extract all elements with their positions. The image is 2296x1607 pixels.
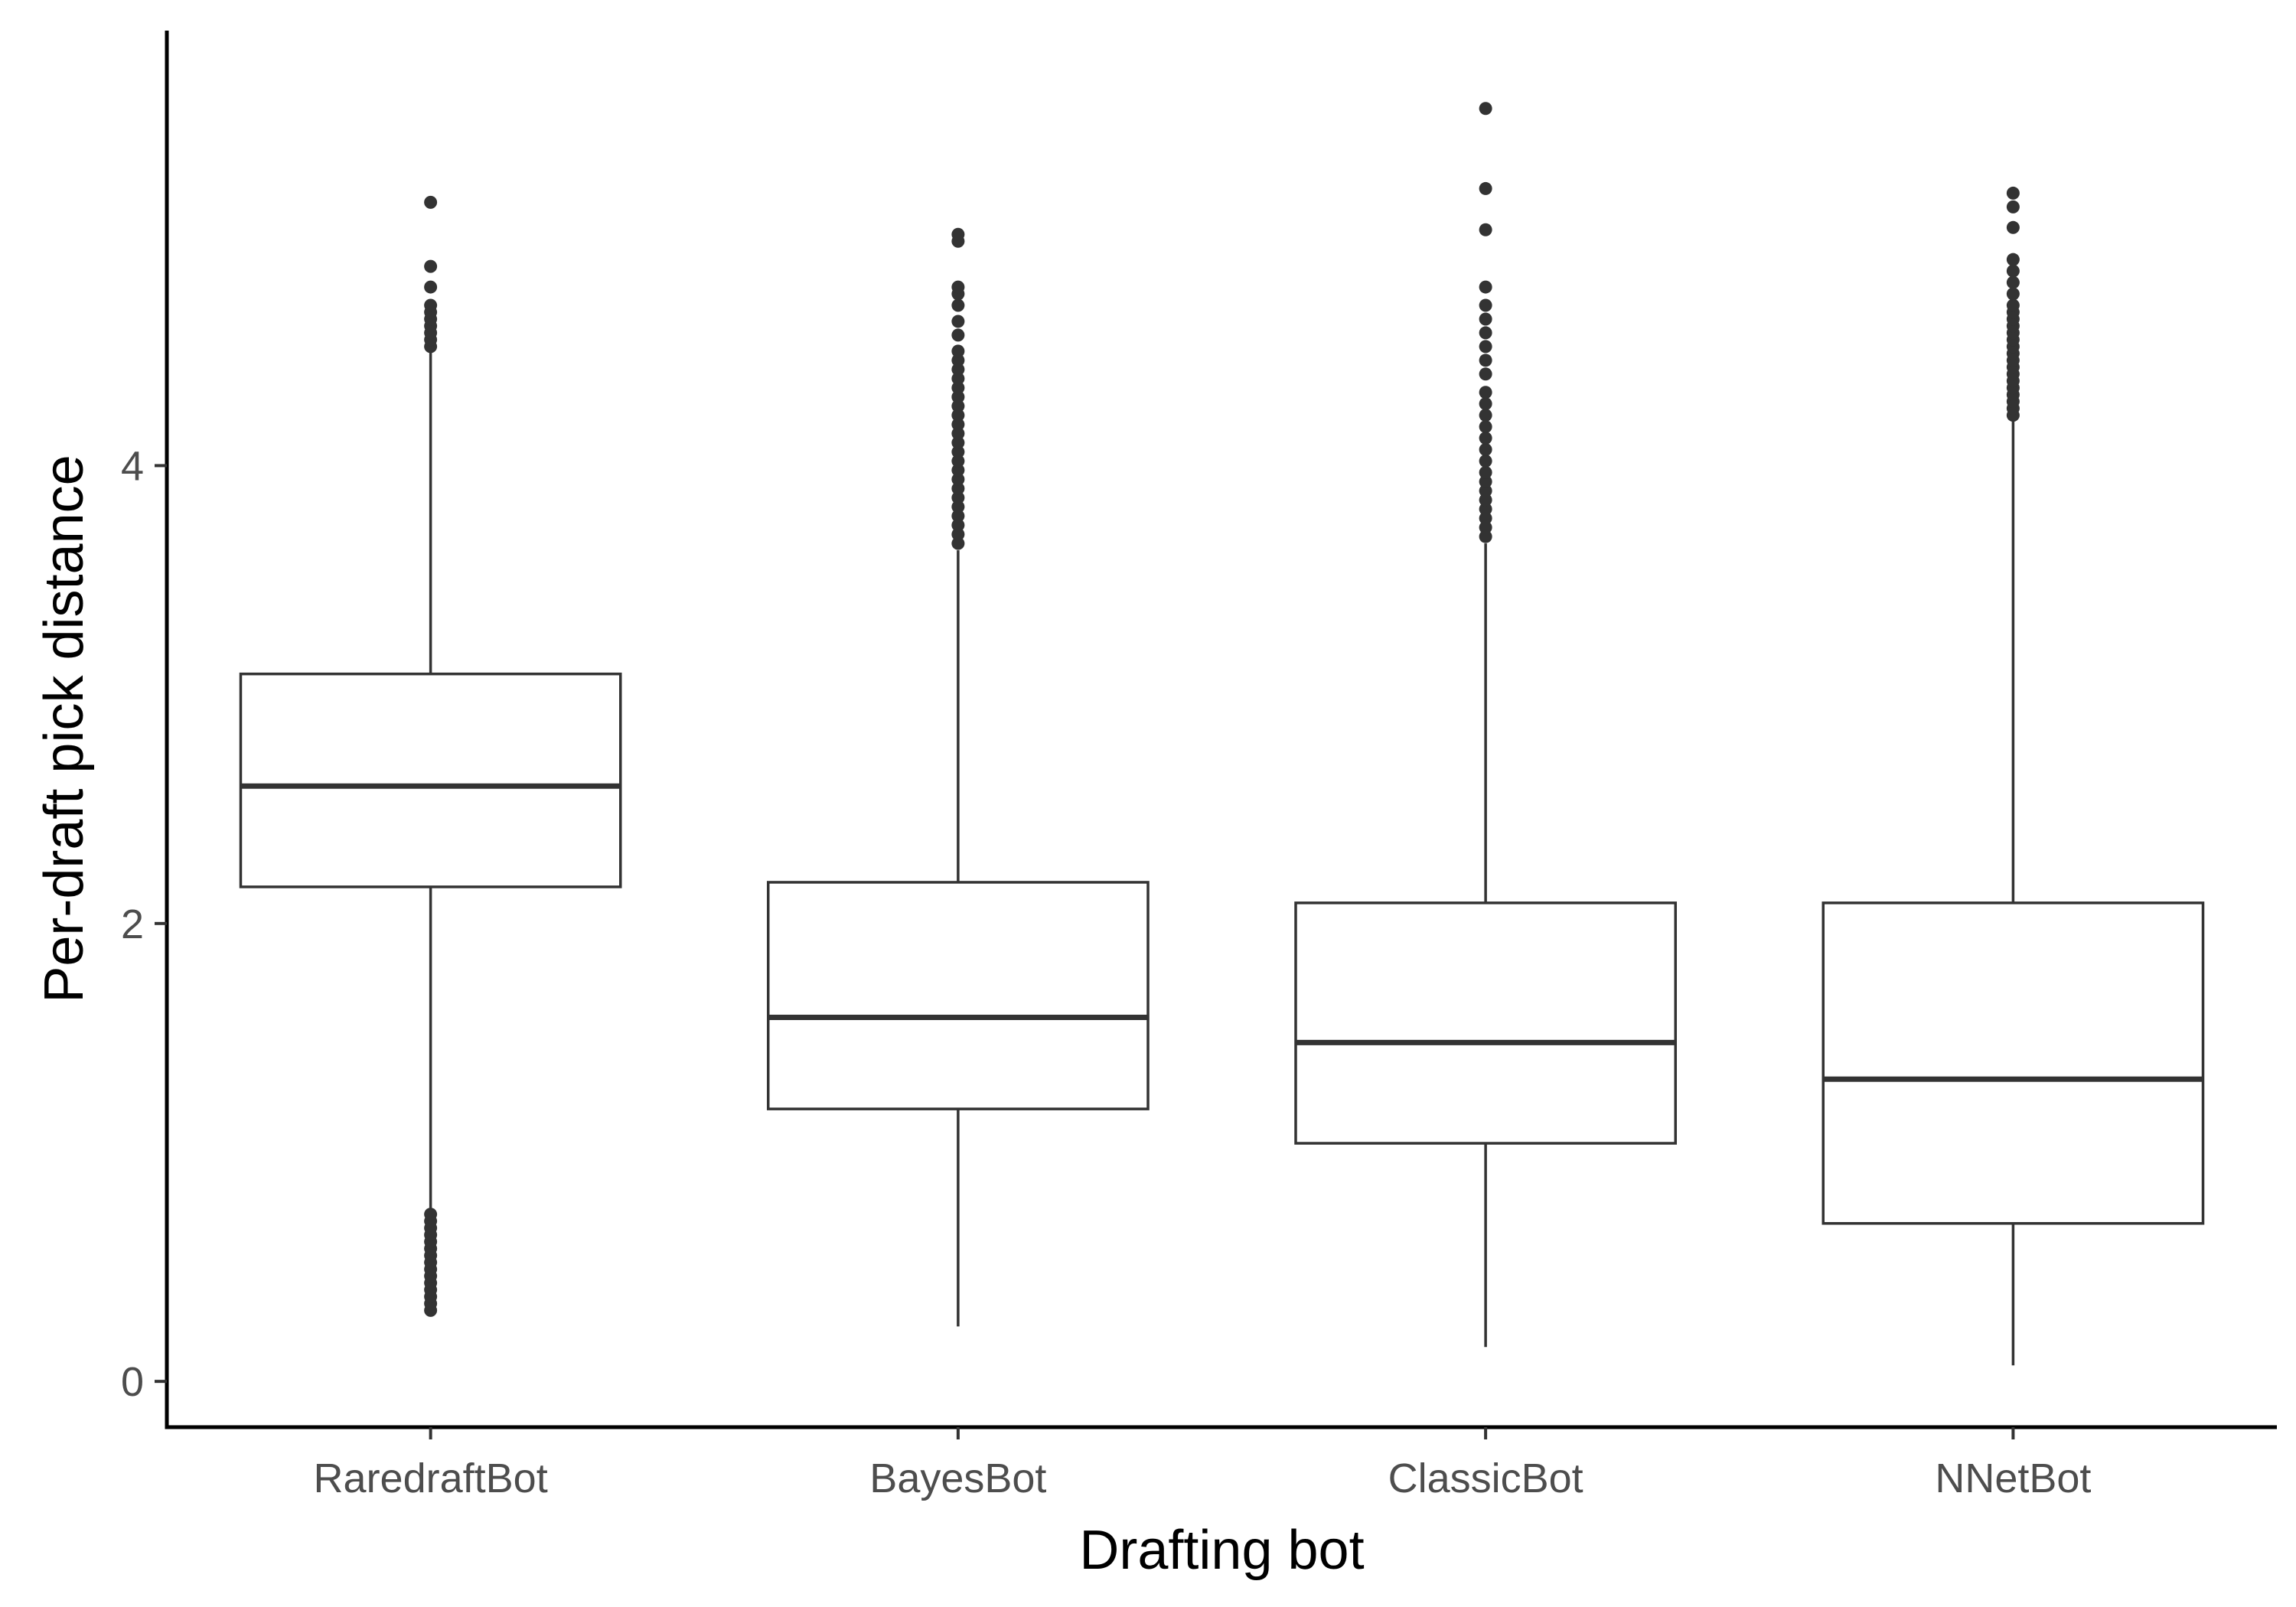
outlier-point	[1479, 530, 1492, 543]
box-raredraftbot	[239, 195, 622, 1317]
outlier-point	[1479, 474, 1492, 488]
outlier-point	[951, 363, 965, 376]
y-axis-title: Per-draft pick distance	[34, 455, 95, 1002]
outlier-point	[1479, 465, 1492, 479]
outlier-point	[951, 399, 965, 413]
outlier-point	[951, 500, 965, 513]
outlier-point	[951, 298, 965, 312]
x-tick-label: RaredraftBot	[314, 1455, 548, 1501]
outlier-point	[1479, 409, 1492, 422]
outlier-point	[2006, 298, 2020, 312]
outlier-point	[1479, 502, 1492, 516]
outlier-point	[1479, 511, 1492, 525]
outlier-point	[2006, 186, 2020, 200]
outlier-point	[1479, 223, 1492, 236]
box-nnetbot	[1821, 186, 2205, 1366]
outlier-point	[951, 372, 965, 386]
outlier-point	[951, 481, 965, 495]
outlier-point	[951, 536, 965, 550]
y-tick-label: 0	[121, 1359, 144, 1405]
y-axis-ticks: 0 2 4	[121, 443, 167, 1405]
plot-area	[239, 102, 2205, 1366]
y-tick-label: 2	[121, 901, 144, 947]
outlier-point	[951, 381, 965, 395]
outlier-point	[424, 298, 438, 312]
outlier-point	[1479, 484, 1492, 497]
outlier-point	[951, 491, 965, 504]
outlier-point	[2006, 275, 2020, 289]
outlier-point	[1479, 280, 1492, 294]
outlier-point	[1479, 493, 1492, 507]
x-tick-label: ClassicBot	[1388, 1455, 1583, 1501]
x-axis-title: Drafting bot	[1079, 1520, 1364, 1581]
outlier-point	[951, 427, 965, 441]
outlier-point	[1479, 181, 1492, 195]
outlier-point	[951, 527, 965, 541]
outlier-point	[951, 315, 965, 328]
outlier-point	[2006, 253, 2020, 266]
outlier-point	[2006, 200, 2020, 214]
iqr-box	[239, 672, 622, 888]
outlier-point	[1479, 367, 1492, 381]
outlier-point	[424, 259, 438, 273]
outlier-point	[1479, 354, 1492, 367]
outlier-point	[1479, 520, 1492, 534]
outlier-point	[1479, 432, 1492, 445]
outlier-point	[951, 328, 965, 342]
x-tick-label: BayesBot	[869, 1455, 1046, 1501]
outlier-point	[2006, 264, 2020, 278]
outlier-point	[424, 195, 438, 209]
x-axis-ticks: RaredraftBot BayesBot ClassicBot NNetBot	[314, 1427, 2091, 1501]
outlier-point	[951, 463, 965, 477]
outlier-point	[1479, 312, 1492, 326]
outlier-point	[1479, 102, 1492, 116]
outlier-point	[951, 344, 965, 358]
iqr-box	[1294, 901, 1678, 1145]
outlier-point	[424, 1208, 438, 1221]
box-bayesbot	[766, 227, 1150, 1327]
outlier-point	[424, 280, 438, 294]
outlier-point	[1479, 420, 1492, 434]
outlier-point	[951, 472, 965, 486]
x-tick-label: NNetBot	[1935, 1455, 2091, 1501]
outlier-point	[2006, 220, 2020, 234]
outlier-point	[1479, 298, 1492, 312]
outlier-point	[951, 418, 965, 432]
iqr-box	[766, 881, 1150, 1110]
outlier-point	[1479, 397, 1492, 411]
outlier-point	[951, 227, 965, 241]
outlier-point	[951, 390, 965, 404]
outlier-point	[951, 518, 965, 532]
outlier-point	[951, 436, 965, 450]
iqr-box	[1821, 901, 2205, 1225]
box-classicbot	[1294, 102, 1678, 1348]
outlier-point	[951, 445, 965, 458]
outlier-point	[1479, 326, 1492, 340]
outlier-point	[1479, 443, 1492, 456]
outlier-point	[951, 354, 965, 367]
outlier-point	[951, 280, 965, 294]
outlier-point	[951, 509, 965, 523]
outlier-point	[1479, 386, 1492, 399]
outlier-point	[1479, 340, 1492, 354]
outlier-point	[951, 409, 965, 422]
outlier-point	[1479, 454, 1492, 468]
outlier-point	[951, 454, 965, 468]
outlier-point	[2006, 287, 2020, 301]
y-tick-label: 4	[121, 443, 144, 489]
